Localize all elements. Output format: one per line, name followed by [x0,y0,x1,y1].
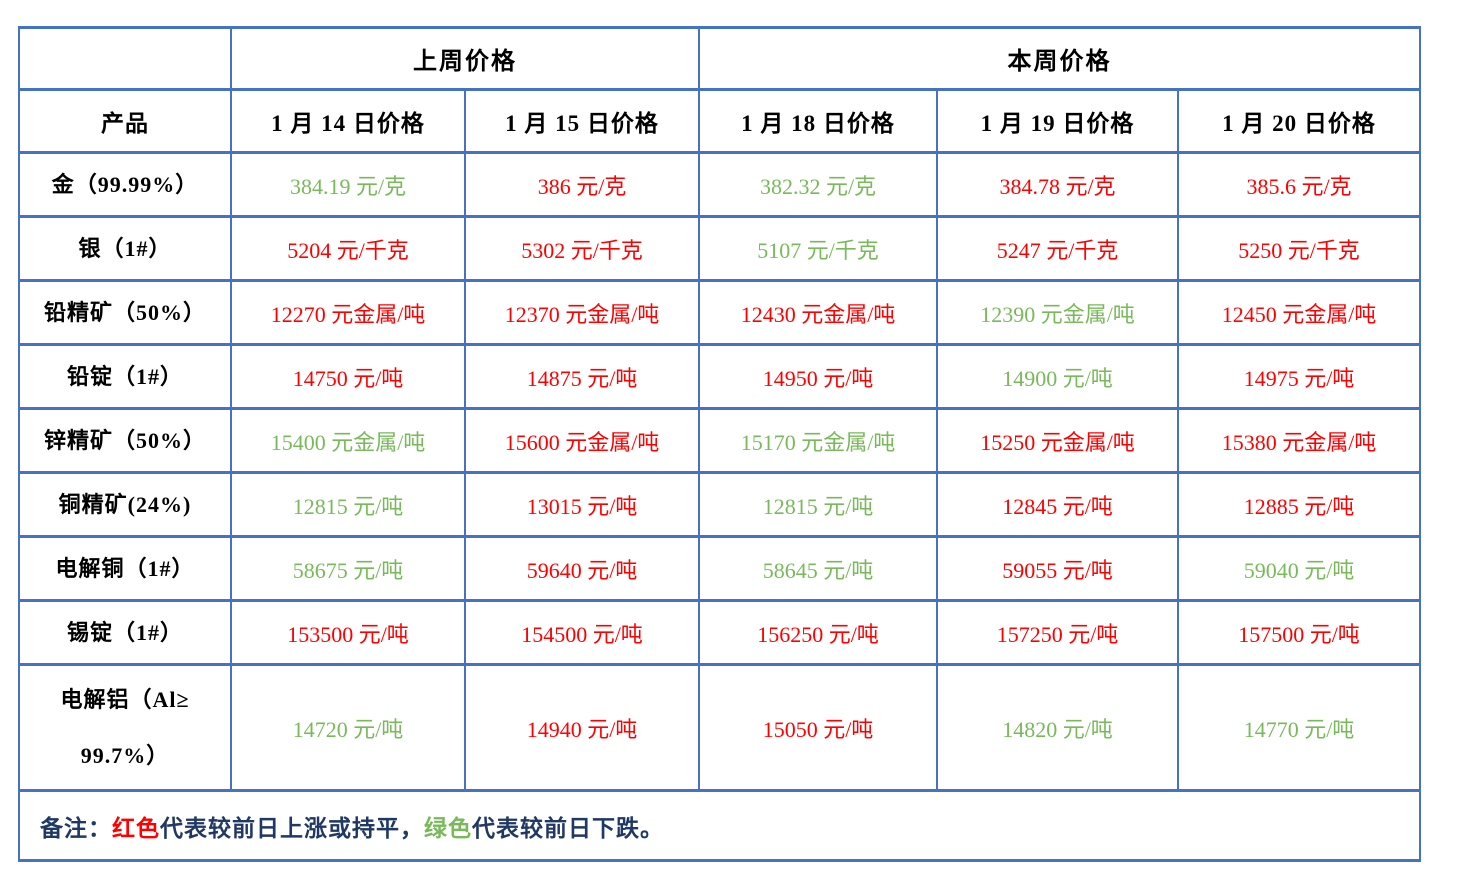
product-name-cell: 铜精矿(24%) [18,471,232,538]
table-row: 锌精矿（50%） 15400 元金属/吨 15600 元金属/吨 15170 元… [18,407,1422,474]
metal-price-table: 上周价格 本周价格 产品 1 月 14 日价格 1 月 15 日价格 1 月 1… [17,26,1422,862]
price-cell: 15050 元/吨 [698,663,938,792]
price-cell: 385.6 元/克 [1176,151,1422,218]
product-name-cell: 锌精矿（50%） [18,407,232,474]
note-green-keyword: 绿色 [424,815,472,841]
price-cell: 14770 元/吨 [1176,663,1422,792]
price-cell: 5204 元/千克 [230,215,466,282]
date-column-header-jan19: 1 月 19 日价格 [936,88,1179,154]
price-cell: 12885 元/吨 [1176,471,1422,538]
price-cell: 12430 元金属/吨 [698,279,938,346]
price-cell: 59055 元/吨 [936,535,1179,602]
price-cell: 15600 元金属/吨 [464,407,700,474]
price-cell: 15250 元金属/吨 [936,407,1179,474]
product-name-cell: 锡锭（1#） [18,599,232,666]
price-cell: 382.32 元/克 [698,151,938,218]
price-cell: 12390 元金属/吨 [936,279,1179,346]
date-column-header-jan14: 1 月 14 日价格 [230,88,466,154]
column-header-row: 产品 1 月 14 日价格 1 月 15 日价格 1 月 18 日价格 1 月 … [18,88,1422,154]
price-cell: 14950 元/吨 [698,343,938,410]
price-cell: 386 元/克 [464,151,700,218]
price-cell: 14875 元/吨 [464,343,700,410]
table-row: 铅精矿（50%） 12270 元金属/吨 12370 元金属/吨 12430 元… [18,279,1422,346]
note-text: 代表较前日下跌。 [472,815,664,841]
note-row: 备注：红色代表较前日上涨或持平，绿色代表较前日下跌。 [17,789,1422,862]
date-column-header-jan20: 1 月 20 日价格 [1176,88,1422,154]
date-column-header-jan15: 1 月 15 日价格 [464,88,700,154]
price-cell: 14750 元/吨 [230,343,466,410]
price-cell: 384.19 元/克 [230,151,466,218]
price-cell: 12815 元/吨 [698,471,938,538]
table-row: 铜精矿(24%) 12815 元/吨 13015 元/吨 12815 元/吨 1… [18,471,1422,538]
price-cell: 157250 元/吨 [936,599,1179,666]
corner-empty-cell [18,26,232,91]
table-row: 电解铝（Al≥ 99.7%） 14720 元/吨 14940 元/吨 15050… [18,663,1422,792]
price-cell: 5247 元/千克 [936,215,1179,282]
table-row: 金（99.99%） 384.19 元/克 386 元/克 382.32 元/克 … [18,151,1422,218]
price-cell: 384.78 元/克 [936,151,1179,218]
price-cell: 59640 元/吨 [464,535,700,602]
price-cell: 153500 元/吨 [230,599,466,666]
price-cell: 14940 元/吨 [464,663,700,792]
price-cell: 5302 元/千克 [464,215,700,282]
note-red-keyword: 红色 [112,815,160,841]
price-cell: 14820 元/吨 [936,663,1179,792]
price-cell: 12370 元金属/吨 [464,279,700,346]
price-cell: 12815 元/吨 [230,471,466,538]
note-text: 备注： [40,815,112,841]
price-cell: 14900 元/吨 [936,343,1179,410]
product-name-cell: 铅精矿（50%） [18,279,232,346]
table-body: 金（99.99%） 384.19 元/克 386 元/克 382.32 元/克 … [18,151,1422,792]
price-cell: 58675 元/吨 [230,535,466,602]
product-name-cell: 金（99.99%） [18,151,232,218]
this-week-group-header: 本周价格 [697,26,1422,91]
note-text: 代表较前日上涨或持平， [160,815,424,841]
price-cell: 5107 元/千克 [698,215,938,282]
last-week-group-header: 上周价格 [230,26,700,91]
price-cell: 157500 元/吨 [1176,599,1422,666]
price-cell: 5250 元/千克 [1176,215,1422,282]
table-row: 铅锭（1#） 14750 元/吨 14875 元/吨 14950 元/吨 149… [18,343,1422,410]
product-name-cell: 电解铜（1#） [18,535,232,602]
note-cell: 备注：红色代表较前日上涨或持平，绿色代表较前日下跌。 [17,789,1422,862]
price-cell: 12845 元/吨 [936,471,1179,538]
price-cell: 15170 元金属/吨 [698,407,938,474]
product-name-cell: 铅锭（1#） [18,343,232,410]
price-cell: 12270 元金属/吨 [230,279,466,346]
table-row: 锡锭（1#） 153500 元/吨 154500 元/吨 156250 元/吨 … [18,599,1422,666]
table-row: 电解铜（1#） 58675 元/吨 59640 元/吨 58645 元/吨 59… [18,535,1422,602]
product-name-cell: 银（1#） [18,215,232,282]
price-cell: 13015 元/吨 [464,471,700,538]
table-row: 银（1#） 5204 元/千克 5302 元/千克 5107 元/千克 5247… [18,215,1422,282]
price-cell: 14975 元/吨 [1176,343,1422,410]
price-cell: 12450 元金属/吨 [1176,279,1422,346]
group-header-row: 上周价格 本周价格 [18,26,1422,91]
price-cell: 15380 元金属/吨 [1176,407,1422,474]
price-cell: 59040 元/吨 [1176,535,1422,602]
price-cell: 156250 元/吨 [698,599,938,666]
date-column-header-jan18: 1 月 18 日价格 [698,88,938,154]
price-cell: 15400 元金属/吨 [230,407,466,474]
price-cell: 58645 元/吨 [698,535,938,602]
product-column-header: 产品 [18,88,232,154]
price-cell: 14720 元/吨 [230,663,466,792]
product-name-cell: 电解铝（Al≥ 99.7%） [18,663,232,792]
price-cell: 154500 元/吨 [464,599,700,666]
